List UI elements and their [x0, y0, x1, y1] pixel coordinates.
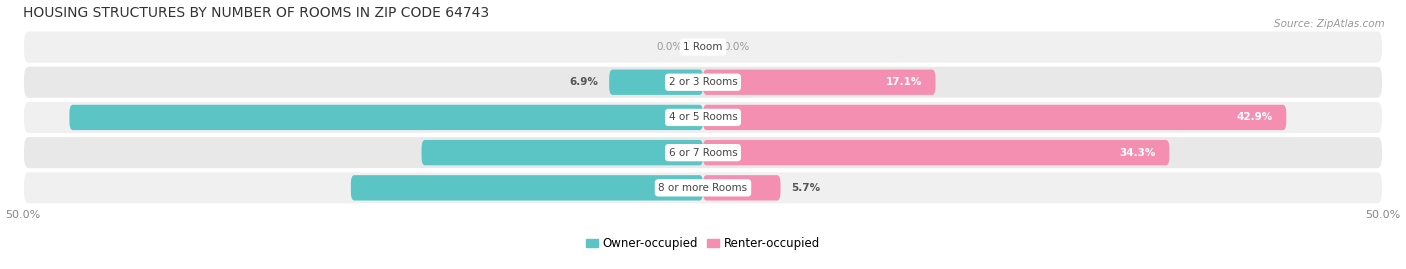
FancyBboxPatch shape — [22, 30, 1384, 63]
FancyBboxPatch shape — [422, 140, 703, 165]
FancyBboxPatch shape — [609, 70, 703, 95]
Text: 5.7%: 5.7% — [792, 183, 821, 193]
FancyBboxPatch shape — [703, 175, 780, 200]
Text: 1 Room: 1 Room — [683, 42, 723, 52]
FancyBboxPatch shape — [22, 66, 1384, 99]
FancyBboxPatch shape — [22, 136, 1384, 169]
FancyBboxPatch shape — [69, 105, 703, 130]
Legend: Owner-occupied, Renter-occupied: Owner-occupied, Renter-occupied — [581, 233, 825, 255]
Text: 6 or 7 Rooms: 6 or 7 Rooms — [669, 148, 737, 158]
Text: 0.0%: 0.0% — [724, 42, 749, 52]
FancyBboxPatch shape — [22, 171, 1384, 204]
Text: 20.7%: 20.7% — [682, 148, 718, 158]
FancyBboxPatch shape — [352, 175, 703, 200]
Text: 42.9%: 42.9% — [1236, 112, 1272, 122]
FancyBboxPatch shape — [703, 70, 935, 95]
FancyBboxPatch shape — [703, 105, 1286, 130]
Text: 8 or more Rooms: 8 or more Rooms — [658, 183, 748, 193]
Text: 4 or 5 Rooms: 4 or 5 Rooms — [669, 112, 737, 122]
Text: 2 or 3 Rooms: 2 or 3 Rooms — [669, 77, 737, 87]
Text: Source: ZipAtlas.com: Source: ZipAtlas.com — [1274, 19, 1385, 29]
Text: HOUSING STRUCTURES BY NUMBER OF ROOMS IN ZIP CODE 64743: HOUSING STRUCTURES BY NUMBER OF ROOMS IN… — [22, 6, 489, 20]
Text: 25.9%: 25.9% — [682, 183, 718, 193]
Text: 0.0%: 0.0% — [657, 42, 682, 52]
FancyBboxPatch shape — [703, 140, 1170, 165]
FancyBboxPatch shape — [22, 101, 1384, 134]
Text: 46.6%: 46.6% — [682, 112, 718, 122]
Text: 6.9%: 6.9% — [569, 77, 599, 87]
Text: 17.1%: 17.1% — [886, 77, 922, 87]
Text: 34.3%: 34.3% — [1119, 148, 1156, 158]
